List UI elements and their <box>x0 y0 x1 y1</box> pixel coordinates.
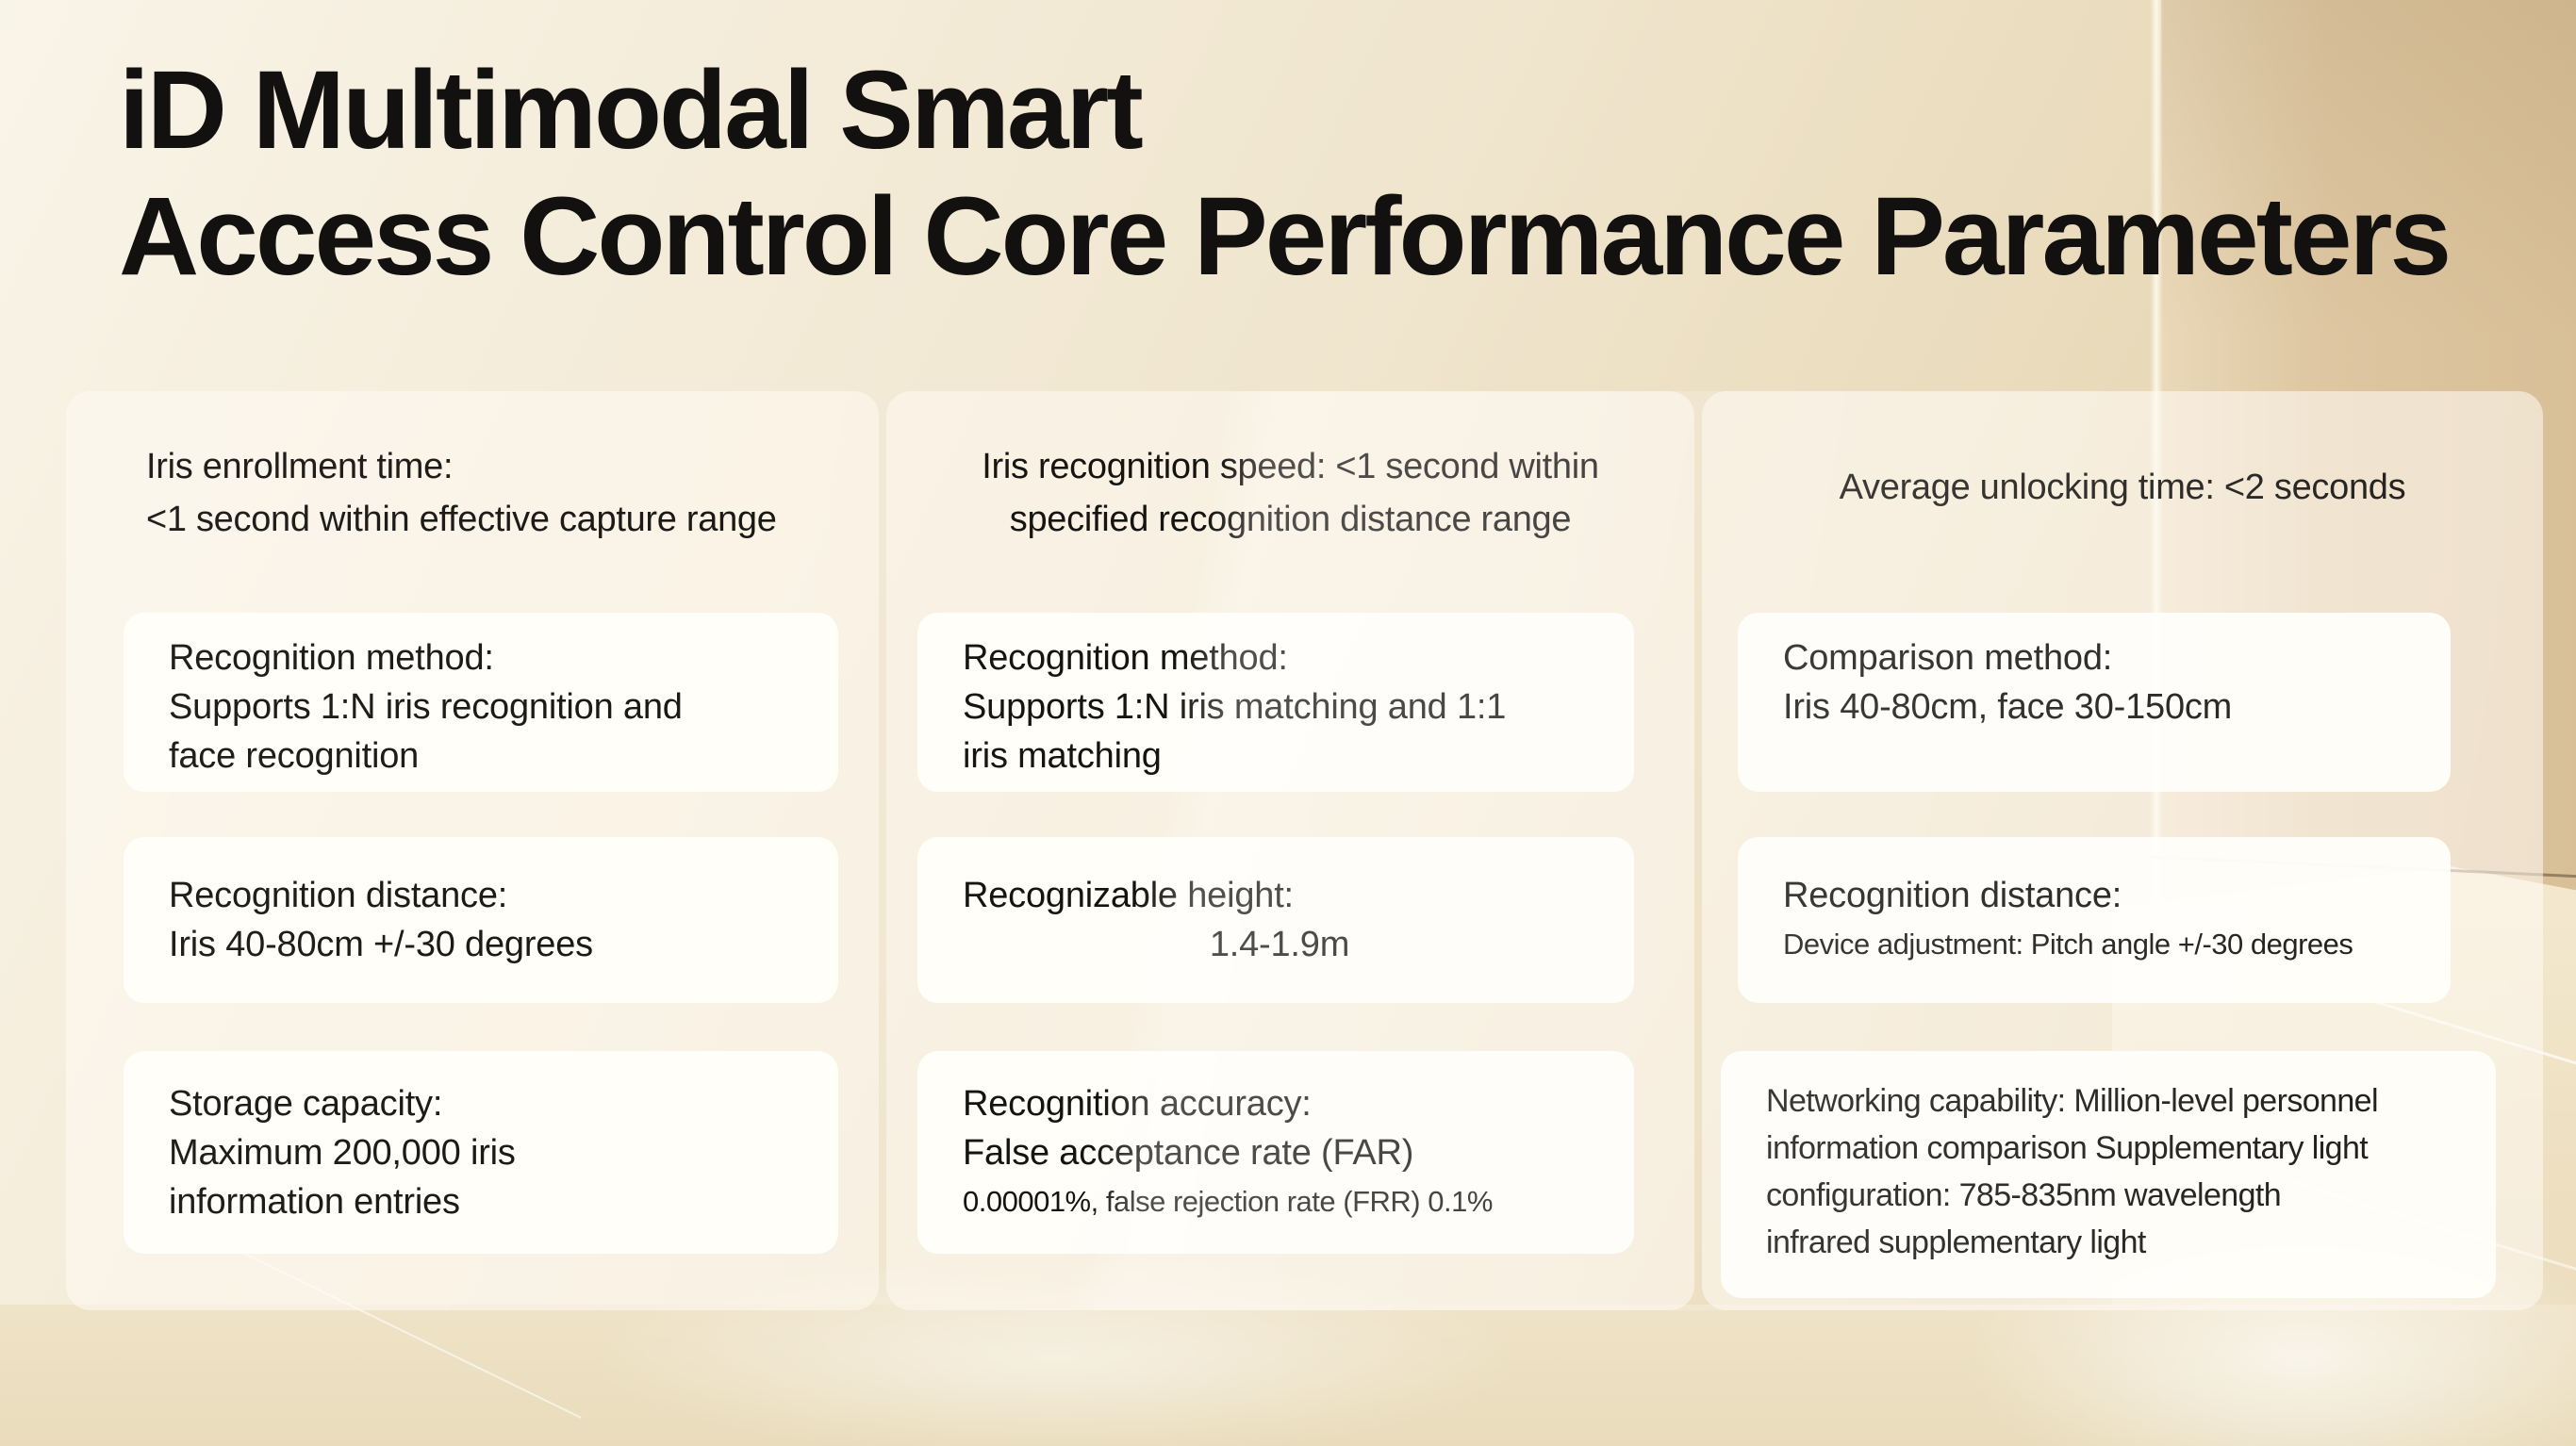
card-line: infrared supplementary light <box>1766 1224 2146 1260</box>
card-line: Device adjustment: Pitch angle +/-30 deg… <box>1783 928 2353 961</box>
card-line: Comparison method: <box>1783 638 2113 678</box>
card-recognition-method: Recognition method: Supports 1:N iris ma… <box>917 613 1634 792</box>
card-line: face recognition <box>169 736 420 776</box>
column-header: Iris enrollment time: <1 second within e… <box>146 440 850 546</box>
card-line: 0.00001%, false rejection rate (FRR) 0.1… <box>963 1185 1493 1218</box>
card-recognition-method: Recognition method: Supports 1:N iris re… <box>124 613 838 792</box>
column-header: Average unlocking time: <2 seconds <box>1719 461 2526 514</box>
card-comparison-method: Comparison method: Iris 40-80cm, face 30… <box>1738 613 2451 792</box>
column-header-line: Iris enrollment time: <box>146 447 454 486</box>
card-networking-capability: Networking capability: Million-level per… <box>1721 1051 2496 1298</box>
card-recognition-accuracy: Recognition accuracy: False acceptance r… <box>917 1051 1634 1254</box>
column-unlocking-time: Average unlocking time: <2 seconds Compa… <box>1702 391 2543 1310</box>
card-line: Supports 1:N iris recognition and <box>169 687 683 727</box>
card-line: Recognition distance: <box>1783 876 2122 915</box>
column-header-line: Average unlocking time: <2 seconds <box>1839 468 2406 507</box>
card-line: information entries <box>169 1182 460 1222</box>
page-title-line-1: iD Multimodal Smart <box>119 48 1144 173</box>
card-line: information comparison Supplementary lig… <box>1766 1130 2369 1166</box>
column-iris-enrollment: Iris enrollment time: <1 second within e… <box>66 391 879 1310</box>
card-line: iris matching <box>963 736 1162 776</box>
card-line: Recognition distance: <box>169 876 508 915</box>
card-line: Recognition method: <box>963 638 1288 678</box>
card-line: Supports 1:N iris matching and 1:1 <box>963 687 1507 727</box>
page-title-line-2: Access Control Core Performance Paramete… <box>119 174 2452 299</box>
column-header: Iris recognition speed: <1 second within… <box>903 440 1677 546</box>
card-line: Networking capability: Million-level per… <box>1766 1083 2379 1119</box>
card-recognition-distance: Recognition distance: Iris 40-80cm +/-30… <box>124 837 838 1003</box>
card-line: Iris 40-80cm +/-30 degrees <box>169 925 593 964</box>
card-line: Storage capacity: <box>169 1084 443 1124</box>
card-recognition-distance: Recognition distance: Device adjustment:… <box>1738 837 2451 1003</box>
column-iris-recognition-speed: Iris recognition speed: <1 second within… <box>886 391 1694 1310</box>
column-header-line: <1 second within effective capture range <box>146 500 777 539</box>
card-line: Recognizable height: <box>963 876 1294 915</box>
card-line: Maximum 200,000 iris <box>169 1133 516 1173</box>
card-line: configuration: 785-835nm wavelength <box>1766 1177 2282 1213</box>
column-header-line: specified recognition distance range <box>1009 500 1572 539</box>
card-line: 1.4-1.9m <box>1209 925 1350 964</box>
card-line: Recognition method: <box>169 638 494 678</box>
page-title: iD Multimodal Smart Access Control Core … <box>119 47 2452 300</box>
card-line: Iris 40-80cm, face 30-150cm <box>1783 687 2233 727</box>
wall-shadow <box>2161 0 2576 377</box>
spec-panel: Iris enrollment time: <1 second within e… <box>66 391 2543 1310</box>
card-storage-capacity: Storage capacity: Maximum 200,000 iris i… <box>124 1051 838 1254</box>
column-header-line: Iris recognition speed: <1 second within <box>982 447 1599 486</box>
card-line: Recognition accuracy: <box>963 1084 1312 1124</box>
card-recognizable-height: Recognizable height: 1.4-1.9m <box>917 837 1634 1003</box>
card-line: False acceptance rate (FAR) <box>963 1133 1414 1173</box>
